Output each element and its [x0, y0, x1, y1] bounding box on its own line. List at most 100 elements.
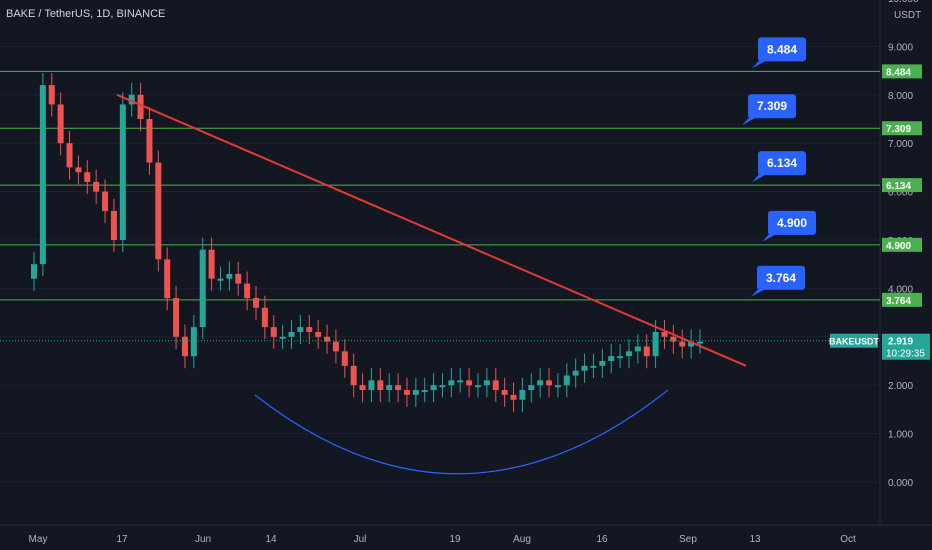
candle-body [181, 336, 188, 357]
candle-body [537, 380, 544, 386]
candle-body [324, 336, 331, 342]
candle-body [377, 380, 384, 391]
candle-body [492, 380, 499, 391]
candle-body [688, 341, 695, 347]
candle-body [217, 278, 224, 281]
x-tick-label: Oct [840, 534, 856, 545]
candle-body [102, 191, 109, 211]
candle-body [563, 375, 570, 386]
level-price-tag [882, 64, 922, 79]
candle-body [519, 390, 526, 400]
candle-body [119, 104, 126, 240]
candle-body [501, 390, 508, 395]
trendline [116, 93, 747, 367]
candle-body [395, 385, 402, 391]
candle-body [128, 94, 135, 105]
candle-body [625, 351, 632, 357]
candle-body [590, 365, 597, 368]
candle-body [261, 307, 268, 328]
candle-body [155, 162, 162, 260]
candle-body [448, 380, 455, 386]
candle-body [306, 327, 313, 332]
candle-body [386, 385, 393, 391]
candle-body [368, 380, 375, 391]
callout-box [757, 265, 805, 290]
candle-body [226, 273, 233, 279]
y-tick-label: 8.000 [888, 91, 913, 102]
candle-body [412, 390, 419, 395]
candle-body [617, 356, 624, 359]
callout-label: 4.900 [777, 216, 807, 230]
current-price-tag [882, 333, 930, 360]
candle-body [84, 172, 91, 182]
level-price-tag-text: 7.309 [886, 124, 911, 135]
level-price-tag-text: 3.764 [886, 296, 911, 307]
current-price-text: 2.919 [888, 337, 913, 348]
x-tick-label: Jun [195, 534, 211, 545]
candle-body [599, 361, 606, 366]
candle-body [173, 298, 180, 337]
candle-body [66, 143, 73, 168]
candle-body [483, 380, 490, 386]
candle-body [279, 336, 286, 339]
candle-body [572, 370, 579, 376]
y-tick-label: 1.000 [888, 430, 913, 441]
candle-body [341, 351, 348, 366]
y-tick-label: 2.000 [888, 381, 913, 392]
candle-body [270, 327, 277, 337]
candle-body [350, 365, 357, 386]
callout-box [758, 37, 806, 62]
callout-label: 6.134 [767, 156, 797, 170]
x-tick-label: 14 [265, 534, 277, 545]
countdown-text: 10:29:35 [886, 349, 925, 360]
y-tick-label: 7.000 [888, 139, 913, 150]
candle-body [697, 341, 703, 344]
x-tick-label: Aug [513, 534, 531, 545]
level-price-tag-text: 4.900 [886, 241, 911, 252]
candle-body [75, 167, 82, 173]
y-tick-label: 4.000 [888, 284, 913, 295]
candle-body [554, 385, 561, 388]
candle-body [48, 85, 55, 105]
callout-label: 7.309 [757, 99, 787, 113]
callout-box [758, 151, 806, 176]
candle-body [146, 119, 153, 163]
candle-body [39, 85, 46, 265]
callout-box [748, 94, 796, 119]
ticker-symbol-text: BAKEUSDT [829, 337, 880, 347]
level-price-tag [882, 121, 922, 136]
y-tick-label: 6.000 [888, 188, 913, 199]
candle-body [643, 346, 650, 357]
y-tick-label: 0.000 [888, 478, 913, 489]
x-tick-label: May [29, 534, 48, 545]
candle-body [244, 283, 251, 299]
candle-body [421, 390, 428, 393]
candle-body [137, 94, 144, 119]
candle-body [31, 264, 37, 279]
candle-body [652, 331, 659, 357]
candle-body [439, 385, 446, 388]
level-price-tag [882, 292, 922, 307]
level-price-tag [882, 237, 922, 252]
candle-body [661, 331, 668, 337]
candle-body [199, 249, 206, 328]
candle-body [403, 390, 410, 395]
candle-body [457, 380, 464, 383]
candle-body [466, 380, 473, 386]
candle-body [164, 259, 171, 299]
candle-body [93, 181, 100, 192]
candle-body [546, 380, 553, 386]
x-tick-label: Jul [354, 534, 367, 545]
candle-body [510, 394, 517, 400]
candle-body [208, 249, 215, 279]
candle-body [57, 104, 64, 144]
callout-label: 3.764 [766, 271, 796, 285]
candle-body [670, 336, 677, 342]
candle-body [190, 327, 197, 357]
candle-body [430, 385, 437, 391]
candle-body [359, 385, 366, 391]
level-price-tag [882, 178, 922, 193]
candle-body [288, 331, 295, 337]
callout-label: 8.484 [767, 42, 797, 56]
